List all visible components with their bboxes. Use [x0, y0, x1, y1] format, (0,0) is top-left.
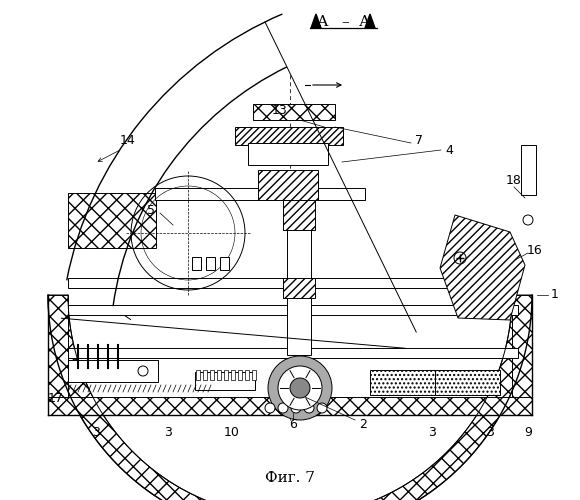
- Bar: [238, 370, 242, 380]
- Text: 3: 3: [486, 426, 494, 440]
- Text: 3: 3: [428, 426, 436, 440]
- Text: А: А: [359, 15, 371, 29]
- Bar: [258, 170, 318, 200]
- Circle shape: [290, 378, 310, 398]
- Bar: [192, 257, 201, 270]
- Bar: [370, 370, 435, 395]
- Text: 17: 17: [48, 392, 64, 404]
- Text: 14: 14: [120, 134, 136, 146]
- Circle shape: [278, 403, 288, 413]
- Circle shape: [291, 403, 301, 413]
- Circle shape: [268, 356, 332, 420]
- Bar: [203, 370, 207, 380]
- Circle shape: [138, 366, 148, 376]
- Text: А: А: [317, 15, 329, 29]
- Circle shape: [317, 403, 327, 413]
- Polygon shape: [68, 295, 512, 500]
- Circle shape: [278, 366, 322, 410]
- Text: 5: 5: [147, 204, 155, 216]
- Bar: [235, 127, 343, 145]
- Text: 13: 13: [272, 104, 288, 117]
- Circle shape: [304, 403, 314, 413]
- Bar: [521, 145, 536, 195]
- Text: 1: 1: [551, 288, 559, 302]
- Polygon shape: [440, 215, 525, 320]
- Circle shape: [523, 215, 533, 225]
- Bar: [252, 370, 256, 380]
- Text: 10: 10: [224, 426, 240, 440]
- Bar: [224, 370, 228, 380]
- Text: 16: 16: [527, 244, 543, 256]
- Bar: [283, 278, 315, 298]
- Polygon shape: [48, 397, 532, 415]
- Text: 9: 9: [524, 426, 532, 440]
- Bar: [248, 143, 328, 165]
- Bar: [231, 370, 235, 380]
- Polygon shape: [512, 295, 532, 415]
- Bar: [206, 257, 215, 270]
- Bar: [245, 370, 249, 380]
- Bar: [68, 193, 156, 248]
- Bar: [220, 257, 229, 270]
- Bar: [195, 372, 255, 390]
- Bar: [68, 348, 518, 358]
- Polygon shape: [68, 295, 512, 397]
- Bar: [253, 104, 335, 120]
- Text: 3: 3: [92, 426, 100, 440]
- Text: 4: 4: [445, 144, 453, 156]
- Polygon shape: [48, 295, 68, 415]
- Bar: [435, 370, 500, 395]
- Text: –: –: [341, 15, 349, 29]
- Text: 2: 2: [359, 418, 367, 432]
- Bar: [68, 278, 518, 288]
- Bar: [196, 370, 200, 380]
- Bar: [155, 188, 365, 200]
- Text: 6: 6: [289, 418, 297, 432]
- Bar: [287, 230, 311, 355]
- Polygon shape: [311, 14, 321, 28]
- Text: 7: 7: [415, 134, 423, 146]
- Bar: [283, 200, 315, 230]
- Text: 18: 18: [506, 174, 522, 186]
- Polygon shape: [365, 14, 375, 28]
- Bar: [217, 370, 221, 380]
- Polygon shape: [48, 295, 532, 500]
- Circle shape: [265, 403, 275, 413]
- Bar: [68, 305, 518, 315]
- Bar: [210, 370, 214, 380]
- Text: 3: 3: [164, 426, 172, 440]
- Text: Фиг. 7: Фиг. 7: [265, 471, 315, 485]
- Bar: [68, 360, 158, 382]
